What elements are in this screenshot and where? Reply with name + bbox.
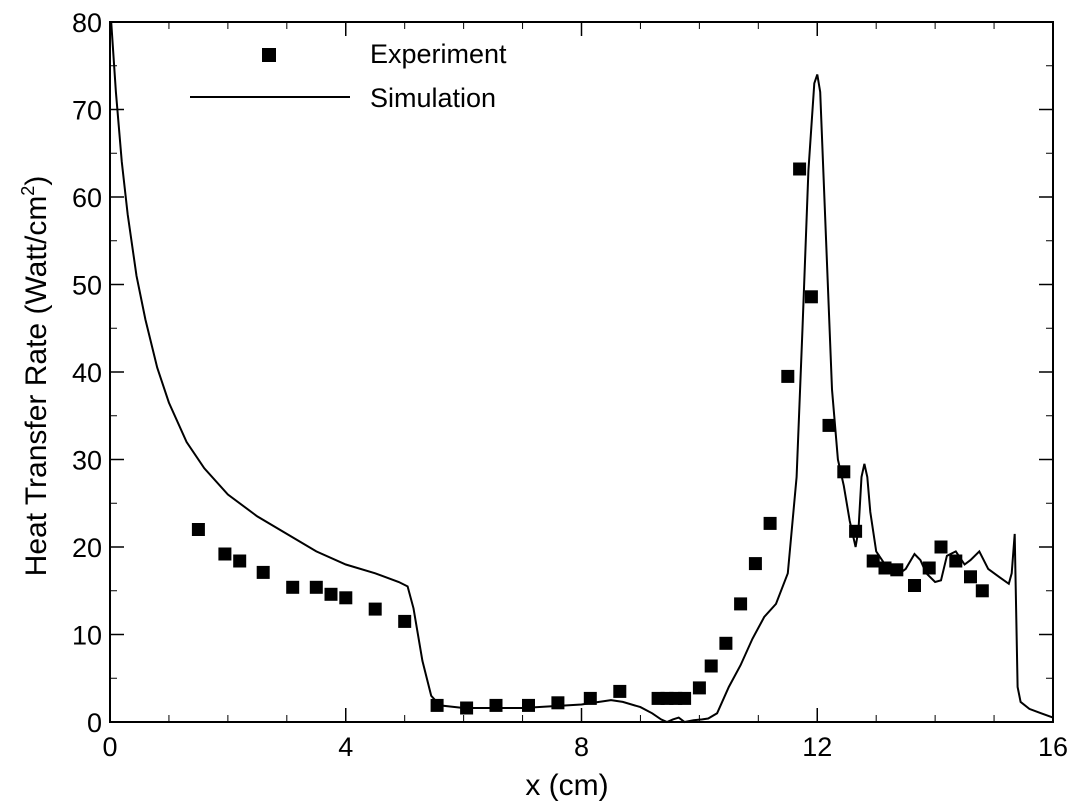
experiment-point [849, 524, 863, 538]
legend: Experiment Simulation [190, 39, 507, 113]
experiment-point [934, 540, 948, 554]
experiment-point [908, 579, 921, 592]
experiment-point [922, 561, 936, 575]
y-tick-label: 20 [72, 533, 102, 563]
x-tick-label: 12 [802, 732, 832, 762]
y-tick-label: 80 [72, 8, 102, 38]
x-axis-title: x (cm) [525, 769, 608, 802]
simulation-line [110, 21, 1054, 724]
experiment-point [763, 516, 777, 530]
legend-experiment-marker [262, 48, 276, 62]
experiment-point [460, 701, 474, 715]
legend-simulation-label: Simulation [370, 83, 496, 113]
experiment-point [678, 691, 692, 705]
x-tick-label: 0 [102, 732, 117, 762]
experiment-point [964, 570, 977, 584]
y-tick-label: 40 [72, 358, 102, 388]
axis-ticks [109, 21, 1054, 723]
experiment-point [890, 563, 904, 577]
experiment-point [734, 597, 748, 611]
experiment-point [613, 684, 627, 698]
experiment-point [878, 561, 892, 575]
x-tick-label: 16 [1038, 732, 1068, 762]
experiment-point [324, 587, 338, 601]
experiment-point [339, 591, 353, 605]
experiment-point [489, 698, 503, 712]
plot-border [109, 21, 1054, 723]
y-axis-title-end: ) [20, 176, 53, 186]
experiment-point [286, 580, 300, 594]
y-tick-label: 10 [72, 621, 102, 651]
experiment-point [583, 691, 597, 705]
experiment-point [233, 554, 247, 568]
experiment-point [719, 636, 733, 650]
y-tick-label: 0 [87, 708, 102, 738]
experiment-point [837, 465, 851, 479]
experiment-point [398, 614, 412, 628]
experiment-point [748, 557, 762, 571]
y-tick-label: 30 [72, 446, 102, 476]
experiment-point [551, 696, 565, 710]
experiment-point [309, 580, 323, 594]
axis-tick-labels: 0 4 8 12 16 0 10 20 30 40 50 60 70 80 [72, 8, 1068, 762]
experiment-point [975, 584, 989, 598]
experiment-point [704, 659, 718, 673]
experiment-point [822, 418, 836, 432]
y-tick-label: 70 [72, 96, 102, 126]
experiment-point [218, 547, 232, 561]
y-axis-title: Heat Transfer Rate (Watt/cm2) [18, 176, 53, 577]
x-tick-label: 4 [338, 732, 353, 762]
experiment-point [804, 290, 818, 304]
plot-frame [109, 21, 1054, 723]
experiment-point [191, 523, 205, 536]
legend-experiment-label: Experiment [370, 39, 507, 69]
y-tick-label: 60 [72, 183, 102, 213]
experiment-point [866, 554, 880, 568]
experiment-point [430, 698, 444, 712]
y-axis-title-main: Heat Transfer Rate (Watt/cm [20, 196, 53, 577]
experiment-point [949, 554, 963, 568]
experiment-point [256, 565, 270, 579]
experiment-point [793, 162, 807, 176]
y-tick-label: 50 [72, 271, 102, 301]
experiment-point [522, 698, 535, 712]
experiment-point [781, 369, 795, 383]
experiment-point [692, 681, 706, 695]
experiment-markers [191, 162, 989, 715]
y-axis-title-sup: 2 [18, 186, 38, 196]
x-tick-label: 8 [574, 732, 589, 762]
experiment-point [368, 602, 382, 616]
